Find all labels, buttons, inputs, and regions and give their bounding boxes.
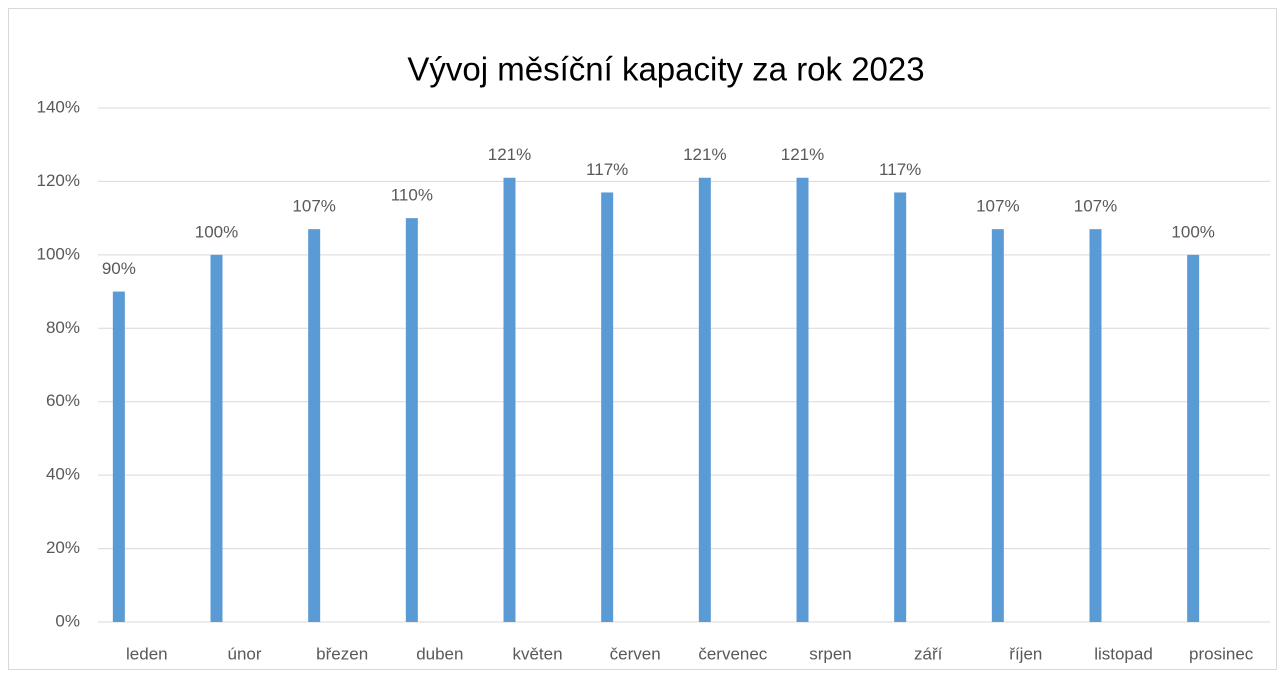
data-label: 117%: [879, 160, 921, 179]
bar: [503, 177, 516, 622]
y-tick-label: 100%: [37, 244, 80, 263]
x-tick-label: listopad: [1094, 644, 1153, 663]
data-label: 100%: [195, 222, 238, 241]
x-tick-label: červenec: [698, 644, 767, 663]
bar: [601, 192, 614, 622]
x-tick-label: prosinec: [1189, 644, 1254, 663]
chart-title: Vývoj měsíční kapacity za rok 2023: [407, 51, 924, 88]
y-tick-label: 80%: [46, 318, 80, 337]
bar: [308, 229, 321, 622]
bar: [405, 218, 418, 622]
data-label: 121%: [488, 145, 531, 164]
data-label: 121%: [781, 145, 824, 164]
bar: [210, 254, 223, 622]
x-tick-label: leden: [126, 644, 168, 663]
x-tick-label: září: [914, 644, 943, 663]
x-tick-label: červen: [610, 644, 661, 663]
x-tick-label: květen: [512, 644, 562, 663]
y-tick-label: 0%: [55, 611, 80, 630]
data-label: 107%: [976, 197, 1019, 216]
y-tick-label: 120%: [37, 171, 80, 190]
x-tick-label: srpen: [809, 644, 852, 663]
data-label: 110%: [391, 186, 433, 205]
bar: [894, 192, 907, 622]
x-tick-label: říjen: [1009, 644, 1042, 663]
bar: [796, 177, 809, 622]
data-label: 107%: [1074, 197, 1117, 216]
y-tick-label: 60%: [46, 391, 80, 410]
x-tick-label: únor: [227, 644, 261, 663]
x-tick-label: březen: [316, 644, 368, 663]
bar: [698, 177, 711, 622]
data-label: 121%: [683, 145, 726, 164]
data-label: 100%: [1171, 222, 1214, 241]
y-tick-label: 20%: [46, 538, 80, 557]
data-label: 90%: [102, 259, 136, 278]
data-label: 107%: [292, 197, 335, 216]
x-tick-label: duben: [416, 644, 463, 663]
y-tick-label: 140%: [37, 97, 80, 116]
bar: [1187, 254, 1200, 622]
bar: [1089, 229, 1102, 622]
bar: [112, 291, 125, 622]
y-tick-label: 40%: [46, 465, 80, 484]
bar: [991, 229, 1004, 622]
data-label: 117%: [586, 160, 628, 179]
